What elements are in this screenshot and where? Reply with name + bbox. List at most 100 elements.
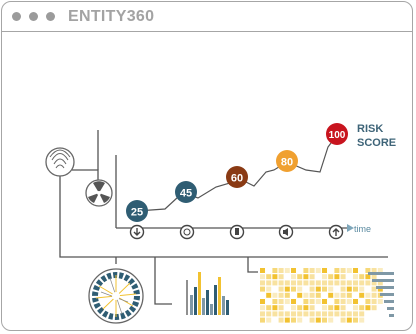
score-value: 100 bbox=[329, 130, 346, 141]
heatmap-cell bbox=[315, 280, 321, 286]
heatmap-cell bbox=[346, 280, 352, 286]
heatmap-cell bbox=[309, 268, 315, 273]
heatmap-cell bbox=[291, 299, 296, 304]
heatmap-cell bbox=[353, 292, 358, 298]
score-badge-45[interactable]: 45 bbox=[175, 181, 197, 203]
risk-score-label: RISK SCORE bbox=[357, 122, 396, 150]
heatmap-cell bbox=[334, 274, 340, 280]
heatmap-cell bbox=[278, 274, 284, 280]
heatmap-cell bbox=[309, 299, 315, 304]
heatmap-cell bbox=[266, 311, 272, 317]
heatmap-legend-bar bbox=[384, 300, 394, 303]
heatmap-cell bbox=[315, 311, 321, 317]
heatmap-cell bbox=[322, 280, 327, 286]
heatmap-cell bbox=[328, 299, 334, 304]
heatmap-cell bbox=[297, 311, 303, 317]
heatmap-cell bbox=[266, 286, 272, 292]
heatmap-cell bbox=[334, 280, 340, 286]
heatmap-cell bbox=[303, 280, 309, 286]
score-value: 80 bbox=[281, 157, 293, 169]
usb-icon[interactable] bbox=[229, 224, 245, 240]
score-badge-80[interactable]: 80 bbox=[276, 150, 298, 172]
heatmap-cell bbox=[260, 280, 265, 286]
heatmap-cell bbox=[365, 286, 371, 292]
heatmap-cell bbox=[297, 286, 303, 292]
fingerprint-icon[interactable] bbox=[179, 224, 195, 240]
upload-icon[interactable] bbox=[328, 224, 344, 240]
heatmap-cell bbox=[309, 311, 315, 317]
heatmap-cell bbox=[266, 299, 272, 304]
heatmap-cell bbox=[272, 292, 278, 298]
heatmap-cell bbox=[365, 268, 371, 273]
heatmap-cell bbox=[346, 299, 352, 304]
heatmap-cell bbox=[353, 280, 358, 286]
heatmap-cell bbox=[328, 280, 334, 286]
heatmap-cell bbox=[359, 268, 365, 273]
heatmap-cell bbox=[340, 305, 346, 311]
heatmap-legend-bar bbox=[372, 279, 394, 282]
heatmap-cell bbox=[334, 305, 340, 311]
heatmap-cell bbox=[322, 317, 327, 323]
heatmap-cell bbox=[309, 286, 315, 292]
time-axis-label: time bbox=[354, 224, 372, 234]
window-minimize-dot[interactable] bbox=[29, 12, 38, 21]
heatmap-cell bbox=[303, 311, 309, 317]
network-circle-icon bbox=[88, 268, 144, 324]
heatmap-cell bbox=[359, 274, 365, 280]
heatmap-cell bbox=[278, 305, 284, 311]
heatmap-cell bbox=[272, 311, 278, 317]
heatmap-cell bbox=[359, 280, 365, 286]
score-badge-25[interactable]: 25 bbox=[126, 200, 148, 222]
heatmap-cell bbox=[260, 317, 265, 323]
fingerprint-icon[interactable] bbox=[45, 147, 75, 177]
heatmap-cell bbox=[377, 286, 383, 292]
score-badge-60[interactable]: 60 bbox=[226, 166, 248, 188]
heatmap-cell bbox=[322, 305, 327, 311]
heatmap-cell bbox=[328, 274, 334, 280]
heatmap-cell bbox=[377, 305, 383, 311]
window-close-dot[interactable] bbox=[12, 12, 21, 21]
heatmap-cell bbox=[377, 280, 383, 286]
heatmap-cell bbox=[297, 305, 303, 311]
risk-label-line1: RISK bbox=[357, 123, 384, 135]
heatmap-cell bbox=[365, 299, 371, 304]
heatmap-cell bbox=[284, 268, 290, 273]
heatmap-cell bbox=[278, 280, 284, 286]
heatmap-cell bbox=[278, 292, 284, 298]
heatmap-cell bbox=[359, 292, 365, 298]
heatmap-cell bbox=[291, 305, 296, 311]
heatmap-cell bbox=[377, 299, 383, 304]
heatmap-cell bbox=[291, 280, 296, 286]
heatmap-cell bbox=[340, 286, 346, 292]
speaker-icon[interactable] bbox=[278, 224, 294, 240]
heatmap-cell bbox=[291, 292, 296, 298]
heatmap-cell bbox=[315, 274, 321, 280]
heatmap-cell bbox=[371, 286, 377, 292]
score-value: 25 bbox=[131, 207, 143, 219]
score-badge-100[interactable]: 100 bbox=[326, 123, 348, 145]
heatmap-cell bbox=[371, 274, 377, 280]
title-bar: ENTITY360 bbox=[2, 2, 412, 32]
heatmap-cell bbox=[353, 286, 358, 292]
heatmap-cell bbox=[278, 311, 284, 317]
heatmap-cell bbox=[297, 280, 303, 286]
heatmap-cell bbox=[365, 305, 371, 311]
heatmap-cell bbox=[315, 286, 321, 292]
radiation-icon[interactable] bbox=[85, 179, 113, 207]
heatmap-cell bbox=[340, 299, 346, 304]
heatmap-cell bbox=[272, 286, 278, 292]
heatmap-cell bbox=[334, 286, 340, 292]
window-maximize-dot[interactable] bbox=[46, 12, 55, 21]
heatmap-cell bbox=[322, 292, 327, 298]
download-icon[interactable] bbox=[129, 224, 145, 240]
heatmap-cell bbox=[297, 292, 303, 298]
heatmap-cell bbox=[291, 317, 296, 323]
heatmap-legend-bar bbox=[376, 286, 394, 289]
heatmap-cell bbox=[284, 305, 290, 311]
heatmap-cell bbox=[309, 305, 315, 311]
risk-label-line2: SCORE bbox=[357, 137, 397, 149]
branch-line bbox=[59, 176, 388, 258]
heatmap-cell bbox=[260, 305, 265, 311]
heatmap-cell bbox=[340, 274, 346, 280]
heatmap-cell bbox=[284, 274, 290, 280]
